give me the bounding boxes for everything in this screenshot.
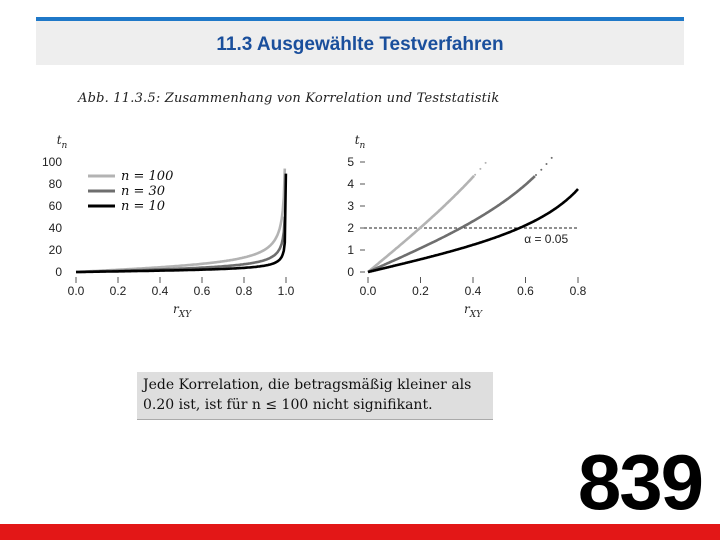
legend-label: n = 100: [121, 169, 173, 184]
y-tick-label: 0: [55, 265, 62, 279]
y-axis-label: tn: [57, 133, 68, 151]
series-dot: [535, 174, 537, 176]
figure-caption: Abb. 11.3.5: Zusammenhang von Korrelatio…: [78, 91, 500, 106]
x-axis-label: rXY: [464, 302, 483, 320]
page-number: 839: [577, 438, 704, 526]
series-dot: [484, 161, 487, 164]
footer-bar: [0, 524, 720, 540]
series-line-30: [367, 175, 536, 274]
y-tick-label: 3: [347, 199, 354, 213]
series-dot: [545, 163, 548, 165]
x-tick-label: 0.4: [465, 284, 482, 298]
y-tick-label: 1: [347, 243, 354, 257]
series-line-10: [367, 188, 579, 274]
x-tick-label: 0.4: [152, 284, 169, 298]
x-tick-label: 0.2: [110, 284, 127, 298]
note-box: Jede Korrelation, die betragsmäßig klein…: [137, 372, 493, 420]
chart-correlation-teststat-full: 0 20 40 60 80 100 0.0 0.2 0.4 0.6 0.8 1.0 tn rXY n = 1…: [42, 133, 295, 320]
y-tick-label: 0: [347, 265, 354, 279]
series-line-100: [367, 174, 476, 273]
note-line-2: 0.20 ist, ist für n ≤ 100 nicht signifik…: [143, 397, 433, 413]
series-dot: [540, 168, 543, 171]
x-tick-label: 0.0: [68, 284, 85, 298]
y-tick-label: 60: [49, 199, 63, 213]
series-line-100: [75, 168, 287, 274]
x-tick-label: 0.6: [194, 284, 211, 298]
series-dot: [474, 173, 477, 176]
x-tick-label: 0.2: [412, 284, 429, 298]
y-tick-label: 80: [49, 177, 63, 191]
x-tick-label: 0.8: [236, 284, 253, 298]
series-line-10: [76, 173, 288, 274]
chart-correlation-teststat-zoom: 0 1 2 3 4 5 0.0 0.2 0.4 0.6 0.8 tn rXY α = 0.05: [347, 133, 587, 320]
legend-label: n = 10: [121, 199, 165, 214]
legend-label: n = 30: [121, 184, 165, 199]
series-dot: [550, 156, 553, 159]
x-tick-label: 1.0: [278, 284, 295, 298]
y-tick-label: 20: [49, 243, 63, 257]
x-tick-label: 0.8: [570, 284, 587, 298]
y-tick-label: 5: [347, 155, 354, 169]
slide-header: 11.3 Ausgewählte Testverfahren: [36, 17, 684, 65]
x-tick-label: 0.0: [360, 284, 377, 298]
alpha-label: α = 0.05: [524, 232, 568, 246]
y-tick-label: 100: [42, 155, 62, 169]
series-dot: [479, 167, 482, 170]
note-line-1: Jede Korrelation, die betragsmäßig klein…: [143, 377, 472, 393]
y-tick-label: 40: [49, 221, 63, 235]
slide-title: 11.3 Ausgewählte Testverfahren: [216, 34, 504, 55]
x-axis-label: rXY: [173, 302, 192, 320]
y-tick-label: 4: [347, 177, 354, 191]
y-axis-label: tn: [355, 133, 366, 151]
x-tick-label: 0.6: [517, 284, 534, 298]
series-line-30: [76, 216, 287, 274]
y-tick-label: 2: [347, 221, 354, 235]
